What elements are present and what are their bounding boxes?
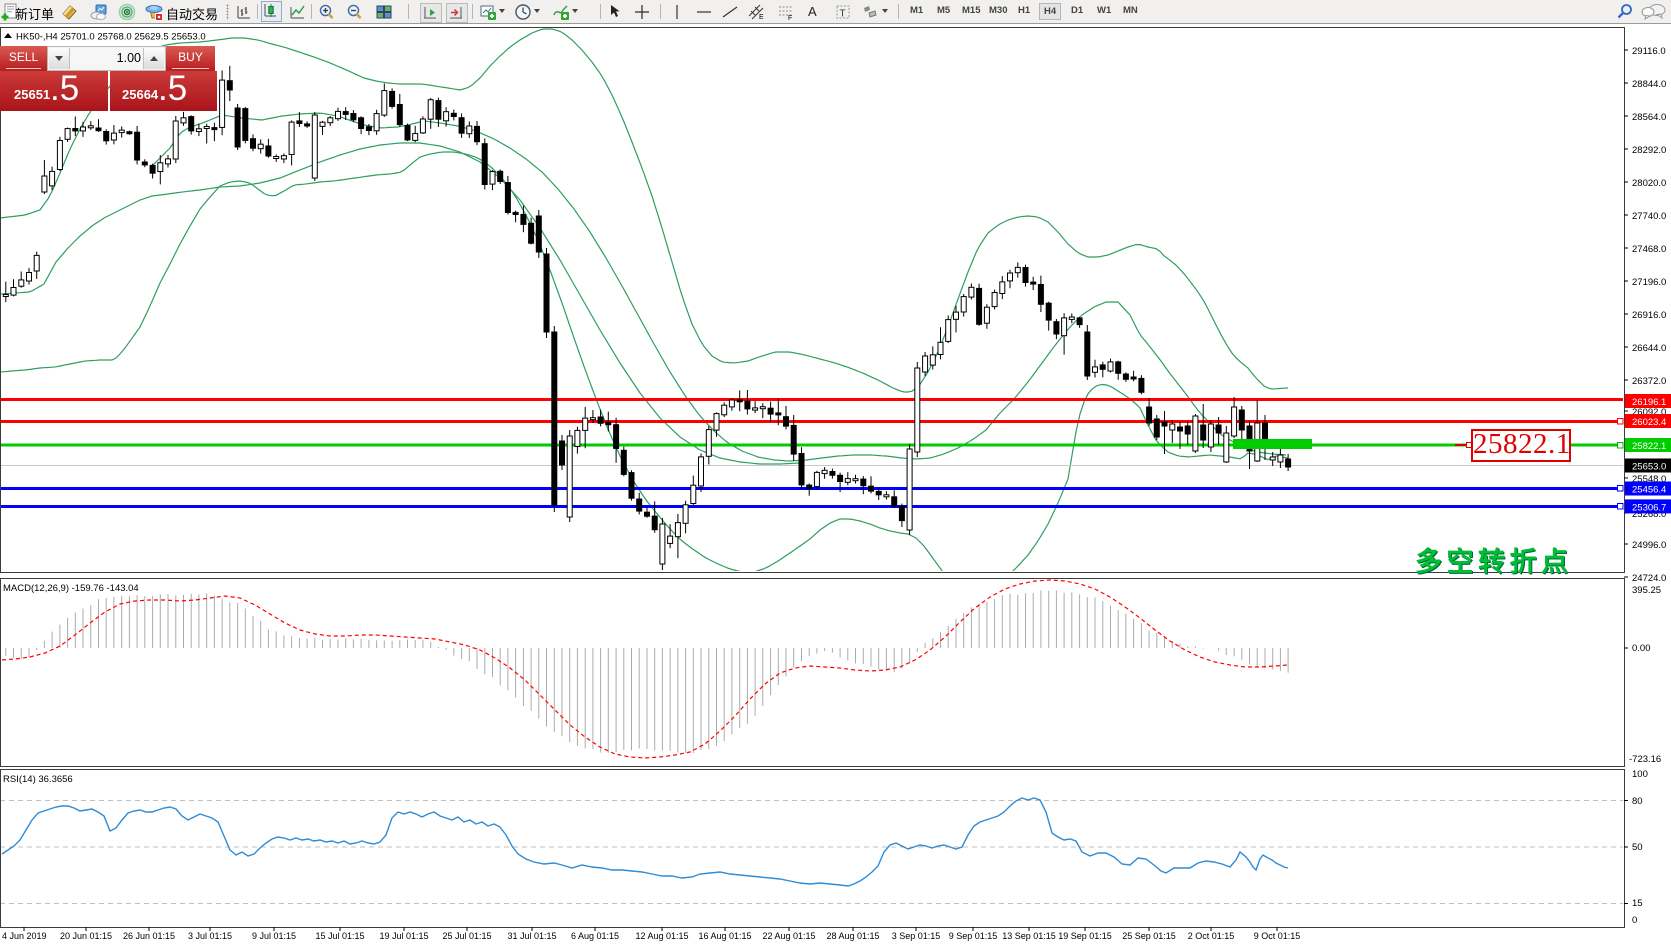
svg-text:15: 15 — [1632, 898, 1643, 909]
svg-text:100: 100 — [1632, 769, 1648, 780]
svg-text:F: F — [788, 15, 792, 21]
svg-text:26023.4: 26023.4 — [1632, 417, 1666, 428]
svg-text:28292.0: 28292.0 — [1632, 145, 1666, 156]
svg-text:28020.0: 28020.0 — [1632, 178, 1666, 189]
svg-text:15 Jul 01:15: 15 Jul 01:15 — [315, 931, 364, 941]
svg-text:0: 0 — [1632, 915, 1637, 926]
svg-text:19 Sep 01:15: 19 Sep 01:15 — [1058, 931, 1112, 941]
svg-text:16 Aug 01:15: 16 Aug 01:15 — [698, 931, 751, 941]
svg-text:28564.0: 28564.0 — [1632, 112, 1666, 123]
svg-text:80: 80 — [1632, 796, 1643, 807]
svg-text:27196.0: 27196.0 — [1632, 277, 1666, 288]
svg-text:26916.0: 26916.0 — [1632, 310, 1666, 321]
svg-text:27468.0: 27468.0 — [1632, 244, 1666, 255]
svg-text:24724.0: 24724.0 — [1632, 573, 1666, 584]
svg-text:395.25: 395.25 — [1632, 585, 1661, 596]
svg-text:28 Aug 01:15: 28 Aug 01:15 — [826, 931, 879, 941]
svg-text:2 Oct 01:15: 2 Oct 01:15 — [1188, 931, 1235, 941]
svg-text:9 Oct 01:15: 9 Oct 01:15 — [1254, 931, 1301, 941]
svg-text:50: 50 — [1632, 842, 1643, 853]
svg-text:25548.0: 25548.0 — [1632, 474, 1666, 485]
svg-text:28844.0: 28844.0 — [1632, 79, 1666, 90]
svg-text:22 Aug 01:15: 22 Aug 01:15 — [762, 931, 815, 941]
svg-text:26196.1: 26196.1 — [1632, 397, 1666, 408]
svg-text:4 Jun 2019: 4 Jun 2019 — [2, 931, 47, 941]
svg-text:25268.0: 25268.0 — [1632, 509, 1666, 520]
svg-text:26644.0: 26644.0 — [1632, 343, 1666, 354]
svg-text:9 Jul 01:15: 9 Jul 01:15 — [252, 931, 296, 941]
svg-text:25822.1: 25822.1 — [1632, 441, 1666, 452]
svg-text:25 Jul 01:15: 25 Jul 01:15 — [442, 931, 491, 941]
svg-text:25306.7: 25306.7 — [1632, 502, 1666, 513]
svg-text:25653.0: 25653.0 — [1632, 462, 1666, 473]
svg-text:26 Jun 01:15: 26 Jun 01:15 — [123, 931, 175, 941]
svg-text:E: E — [759, 14, 764, 21]
svg-text:RSI(14) 36.3656: RSI(14) 36.3656 — [3, 774, 73, 785]
svg-text:-723.16: -723.16 — [1629, 754, 1661, 765]
svg-text:27740.0: 27740.0 — [1632, 211, 1666, 222]
svg-text:25 Sep 01:15: 25 Sep 01:15 — [1122, 931, 1176, 941]
svg-text:26092.0: 26092.0 — [1632, 407, 1666, 418]
svg-text:3 Sep 01:15: 3 Sep 01:15 — [892, 931, 941, 941]
svg-text:3 Jul 01:15: 3 Jul 01:15 — [188, 931, 232, 941]
svg-text:HK50-,H4 25701.0 25768.0 2562: HK50-,H4 25701.0 25768.0 25629.5 25653.0 — [16, 32, 206, 43]
svg-text:31 Jul 01:15: 31 Jul 01:15 — [507, 931, 556, 941]
svg-text:6 Aug 01:15: 6 Aug 01:15 — [571, 931, 619, 941]
svg-text:29116.0: 29116.0 — [1632, 46, 1666, 57]
svg-text:T: T — [840, 9, 846, 20]
svg-text:9 Sep 01:15: 9 Sep 01:15 — [949, 931, 998, 941]
svg-text:MACD(12,26,9) -159.76 -143.04: MACD(12,26,9) -159.76 -143.04 — [3, 583, 139, 594]
svg-text:25456.4: 25456.4 — [1632, 485, 1666, 496]
svg-text:0.00: 0.00 — [1632, 643, 1651, 654]
svg-text:19 Jul 01:15: 19 Jul 01:15 — [379, 931, 428, 941]
svg-text:24996.0: 24996.0 — [1632, 540, 1666, 551]
svg-text:20 Jun 01:15: 20 Jun 01:15 — [60, 931, 112, 941]
svg-text:26372.0: 26372.0 — [1632, 376, 1666, 387]
svg-text:13 Sep 01:15: 13 Sep 01:15 — [1002, 931, 1056, 941]
svg-text:12 Aug 01:15: 12 Aug 01:15 — [635, 931, 688, 941]
